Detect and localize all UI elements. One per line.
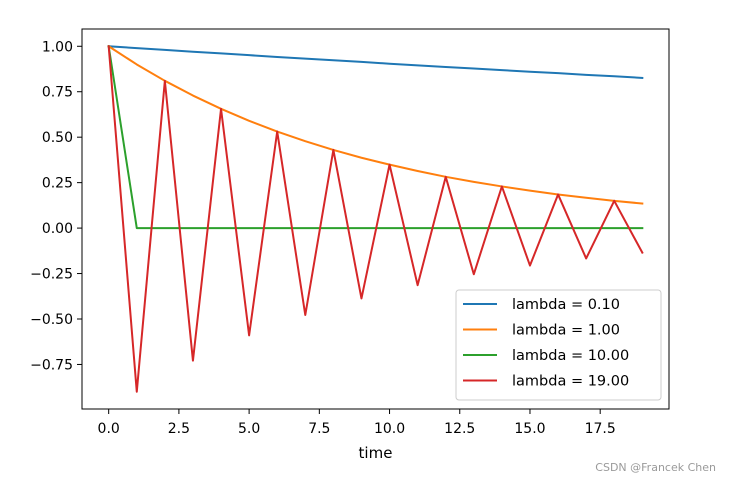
series-layer xyxy=(107,44,644,393)
x-tick-label: 7.5 xyxy=(308,421,330,437)
y-tick-label: 1.00 xyxy=(42,39,73,55)
x-tick-label: 17.5 xyxy=(585,421,616,437)
x-tick-label: 10.0 xyxy=(374,421,405,437)
y-tick-label: 0.25 xyxy=(42,176,73,192)
y-tick-label: −0.25 xyxy=(30,267,73,283)
y-tick-label: 0.00 xyxy=(42,221,73,237)
legend-label-1: lambda = 0.10 xyxy=(512,297,620,313)
y-tick-label: 0.75 xyxy=(42,85,73,101)
series-line-4 xyxy=(107,45,644,393)
x-axis-label: time xyxy=(359,444,393,462)
series-line-1 xyxy=(107,45,644,79)
x-tick-label: 0.0 xyxy=(98,421,120,437)
legend-label-3: lambda = 10.00 xyxy=(512,348,629,364)
legend-label-4: lambda = 19.00 xyxy=(512,374,629,390)
x-tick-label: 2.5 xyxy=(168,421,190,437)
series-line-2 xyxy=(107,44,644,205)
watermark: CSDN @Francek Chen xyxy=(595,461,716,474)
y-axis-ticks: 1.00 0.75 0.50 0.25 0.00 −0.25 −0.50 −0.75 xyxy=(30,39,82,373)
legend-label-2: lambda = 1.00 xyxy=(512,323,620,339)
y-tick-label: 0.50 xyxy=(42,130,73,146)
x-tick-label: 15.0 xyxy=(514,421,545,437)
x-tick-label: 12.5 xyxy=(444,421,475,437)
legend: lambda = 0.10 lambda = 1.00 lambda = 10.00… xyxy=(455,289,662,401)
y-tick-label: −0.50 xyxy=(30,312,73,328)
y-tick-label: −0.75 xyxy=(30,357,73,373)
x-tick-label: 5.0 xyxy=(238,421,260,437)
x-axis-ticks: 0.0 2.5 5.0 7.5 10.0 12.5 15.0 17.5 xyxy=(98,409,616,437)
axes-frame xyxy=(81,28,670,410)
legend-box xyxy=(455,289,662,401)
